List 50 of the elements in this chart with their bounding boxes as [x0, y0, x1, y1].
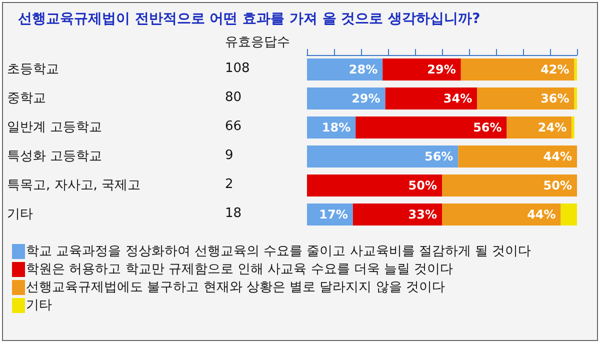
text: 18	[225, 206, 242, 221]
legend-label: 학원은 허용하고 학교만 규제함으로 인해 사교육 수요를 더욱 늘릴 것이다	[26, 262, 454, 277]
bar	[307, 146, 458, 168]
bar	[382, 58, 461, 80]
data-label: 28%	[348, 62, 378, 76]
bar	[560, 204, 577, 226]
bar	[307, 174, 442, 196]
y-tick-label: 일반계 고등학교	[7, 120, 102, 135]
y-tick-label: 특목고, 자사고, 국제고	[7, 178, 141, 193]
data-label: 44%	[543, 150, 572, 164]
text: 66	[225, 119, 242, 134]
y-tick-label: 중학교	[7, 91, 46, 106]
y-tick-label: 특성화 고등학교	[7, 149, 102, 164]
data-label: 50%	[408, 178, 437, 192]
data-label: 50%	[543, 178, 572, 192]
data-label: 17%	[319, 208, 348, 222]
bar	[572, 116, 574, 138]
bar	[477, 88, 574, 110]
legend-label: 학교 교육과정을 정상화하여 선행교육의 수요를 줄이고 사교육비를 절감하게 될 것이다	[26, 244, 532, 259]
data-label: 18%	[322, 120, 351, 134]
text: 유효응답수	[225, 35, 290, 50]
data-label: 33%	[408, 208, 437, 222]
bar	[307, 58, 383, 80]
bar	[460, 58, 574, 80]
text: 80	[225, 90, 242, 105]
bar	[458, 146, 577, 168]
text: 9	[225, 148, 234, 163]
data-label: 56%	[473, 120, 502, 134]
bar	[356, 116, 507, 138]
chart-title: 선행교육규제법이 전반적으로 어떤 효과를 가져 올 것으로 생각하십니까?	[18, 11, 480, 27]
data-label: 56%	[424, 150, 454, 164]
data-label: 42%	[540, 62, 570, 76]
legend-label: 선행교육규제법에도 불구하고 현재와 상황은 별로 달라지지 않을 것이다	[26, 280, 445, 295]
bar	[307, 88, 386, 110]
text: 108	[225, 61, 250, 76]
data-label: 29%	[352, 92, 380, 106]
y-tick-label: 기타	[7, 207, 33, 222]
data-label: 36%	[540, 92, 570, 106]
data-label: 34%	[443, 92, 472, 106]
bar	[574, 88, 577, 110]
y-tick-label: 초등학교	[7, 62, 59, 77]
data-label: 24%	[538, 120, 567, 134]
bar	[385, 88, 478, 110]
data-label: 44%	[527, 208, 556, 222]
bar	[442, 174, 577, 196]
bar	[442, 204, 561, 226]
bar	[352, 204, 442, 226]
data-label: 29%	[427, 62, 456, 76]
bar	[574, 58, 577, 80]
text: 2	[225, 177, 234, 192]
